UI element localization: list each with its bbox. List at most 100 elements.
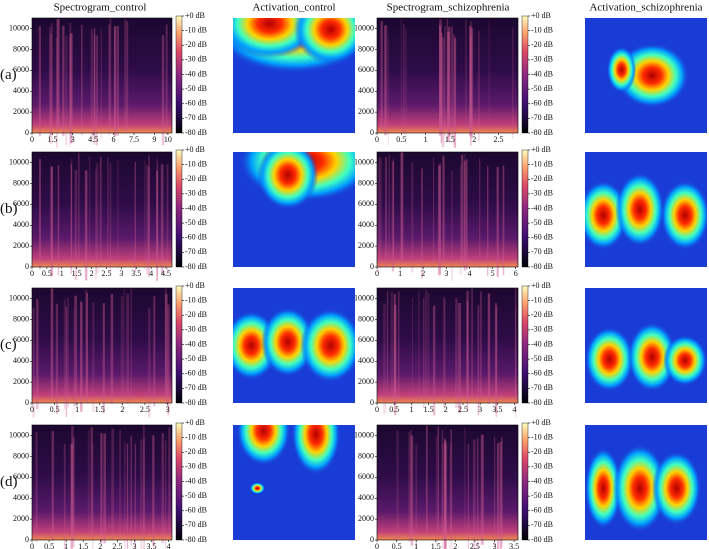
spectrogram-stripe <box>168 428 170 539</box>
colorbar-label: -80 dB <box>531 128 553 137</box>
spectrogram-stripe <box>444 439 446 549</box>
y-tick-label: 4000 <box>358 493 374 502</box>
x-tick-label: 1 <box>75 405 79 414</box>
spectrogram-stripe <box>467 443 469 549</box>
activation-blob <box>652 451 701 526</box>
plot-frame <box>31 424 173 541</box>
spectrogram-stripe <box>63 299 66 410</box>
spectrogram-stripe <box>126 21 129 132</box>
x-tick-label: 1.5 <box>431 542 441 549</box>
spectrogram-stripe <box>411 297 414 408</box>
x-tick-label: 0.5 <box>44 542 54 549</box>
spectrogram-stripe <box>32 307 35 418</box>
spectrogram-stripe <box>86 292 88 403</box>
spectrogram-stripe <box>515 288 517 399</box>
y-tick-label: 4000 <box>13 86 29 95</box>
colorbar-label: -50 dB <box>531 491 553 500</box>
y-tick-label: 2000 <box>358 107 374 116</box>
spectrogram-stripe <box>451 26 453 137</box>
y-tick-label: 4000 <box>13 493 29 502</box>
colorbar-label: -30 dB <box>185 325 207 334</box>
colorbar-label: -20 dB <box>185 310 207 319</box>
activation-map <box>585 288 707 403</box>
x-tick-label: 7.5 <box>129 135 139 144</box>
y-tick-label: 10000 <box>354 24 374 33</box>
spectrogram-stripe <box>437 426 439 537</box>
x-tick-label: 2 <box>472 135 476 144</box>
colorbar-label: -70 dB <box>185 113 207 122</box>
spectrogram-stripe <box>126 293 129 404</box>
spectrogram-stripe <box>90 427 93 538</box>
colorbar-label: -30 dB <box>185 462 207 471</box>
x-tick-label: 1 <box>424 135 428 144</box>
spectrogram-stripe <box>442 157 446 268</box>
spectrogram-stripe <box>65 35 68 146</box>
colorbar-label: -80 dB <box>531 398 553 407</box>
colorbar-label: +0 dB <box>185 145 205 154</box>
y-tick-label: 0 <box>370 262 374 271</box>
x-tick-label: 1.5 <box>424 405 434 414</box>
x-tick-label: 2 <box>98 542 102 549</box>
plot-frame <box>376 17 519 134</box>
spectrogram-stripe <box>451 170 453 281</box>
colorbar-label: -30 dB <box>531 325 553 334</box>
spectrogram-stripe <box>415 444 418 549</box>
spectrogram-stripe <box>72 437 75 548</box>
x-tick-label: 0 <box>30 405 34 414</box>
colorbar-label: +0 dB <box>531 11 551 20</box>
x-tick-label: 0 <box>30 542 34 549</box>
row-label: (d) <box>0 474 18 490</box>
spectrogram-stripe <box>385 157 387 268</box>
x-tick-label: 0 <box>375 405 379 414</box>
spectrogram-stripe <box>496 442 500 549</box>
spectrogram-stripe <box>148 155 150 266</box>
x-tick-label: 3 <box>478 405 482 414</box>
colorbar-label: -40 dB <box>185 476 207 485</box>
colorbar-label: -30 dB <box>185 55 207 64</box>
colorbar-label: -40 dB <box>185 69 207 78</box>
spectrogram-stripe <box>70 163 72 274</box>
spectrogram-stripe <box>453 37 457 148</box>
spectrogram-stripe <box>408 432 410 543</box>
x-tick-label: 2 <box>421 269 425 278</box>
spectrogram-stripe <box>478 30 480 141</box>
spectrogram-stripe <box>74 170 77 281</box>
spectrogram-stripe <box>432 305 436 416</box>
spectrogram-stripe <box>443 298 446 409</box>
spectrogram-stripe <box>471 288 473 399</box>
x-tick-label: 0 <box>375 135 379 144</box>
spectrogram-stripe <box>465 159 468 270</box>
colorbar-label: -50 dB <box>531 84 553 93</box>
spectrogram-stripe <box>81 25 83 136</box>
y-tick-label: 4000 <box>358 86 374 95</box>
spectrogram-stripe <box>410 429 412 540</box>
x-tick-label: 2.5 <box>140 405 150 414</box>
spectrogram <box>377 18 518 133</box>
spectrogram-stripe <box>87 430 90 541</box>
spectrogram-stripe <box>114 26 117 137</box>
y-tick-label: 8000 <box>358 178 374 187</box>
x-tick-label: 3.5 <box>131 269 141 278</box>
spectrogram-stripe <box>36 299 39 410</box>
colorbar <box>521 285 529 404</box>
colorbar-label: -20 dB <box>531 174 553 183</box>
spectrogram-stripe <box>134 161 136 272</box>
spectrogram-stripe <box>130 435 132 546</box>
y-tick-label: 8000 <box>13 314 29 323</box>
plot-frame <box>376 424 519 541</box>
colorbar-label: -60 dB <box>185 506 207 515</box>
x-tick-label: 1.5 <box>95 405 105 414</box>
spectrogram-stripe <box>377 161 379 272</box>
spectrogram-stripe <box>379 158 382 269</box>
colorbar-label: -10 dB <box>531 25 553 34</box>
column-title: Spectrogram_schizophrenia <box>387 2 510 14</box>
spectrogram-stripe <box>466 290 470 401</box>
colorbar-label: -20 dB <box>185 40 207 49</box>
colorbar-label: -20 dB <box>531 447 553 456</box>
colorbar <box>175 285 183 404</box>
spectrogram-stripe <box>84 170 88 281</box>
spectrogram-stripe <box>164 294 168 405</box>
colorbar-label: -10 dB <box>185 432 207 441</box>
spectrogram-stripe <box>387 35 390 146</box>
spectrogram-stripe <box>152 436 155 547</box>
